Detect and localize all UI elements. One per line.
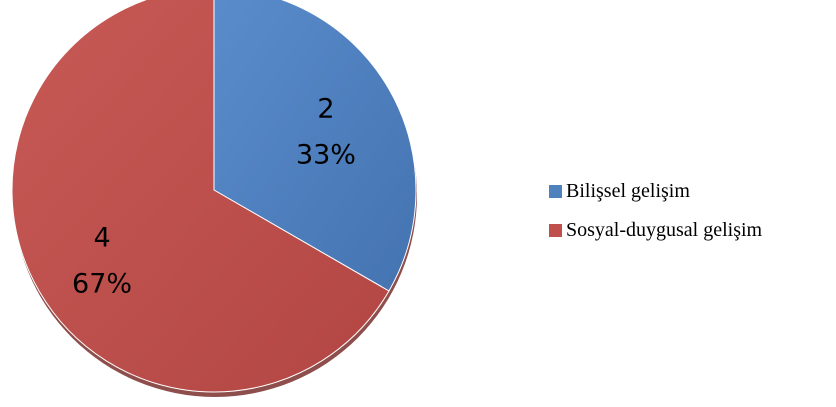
pie-labels: 2 33% 4 67%: [72, 93, 356, 299]
legend-item-sosyal-duygusal: Sosyal-duygusal gelişim: [549, 217, 762, 243]
legend-swatch-sosyal-duygusal: [549, 223, 562, 237]
slice-percent-label-sosyal-duygusal: 67%: [72, 269, 132, 300]
legend: Bilişsel gelişim Sosyal-duygusal gelişim: [549, 178, 762, 256]
pie-slice-sosyal-duygusal: [11, 0, 390, 393]
pie-slices: [11, 0, 417, 393]
legend-label-sosyal-duygusal: Sosyal-duygusal gelişim: [566, 218, 763, 241]
slice-value-label-sosyal-duygusal: 4: [93, 223, 110, 254]
legend-item-bilissel: Bilişsel gelişim: [549, 178, 762, 204]
slice-value-label-bilissel: 2: [317, 93, 334, 124]
slice-percent-label-bilissel: 33%: [296, 139, 356, 170]
legend-label-bilissel: Bilişsel gelişim: [566, 179, 690, 202]
pie-slice-bilissel: [213, 0, 417, 292]
legend-swatch-bilissel: [549, 184, 562, 198]
